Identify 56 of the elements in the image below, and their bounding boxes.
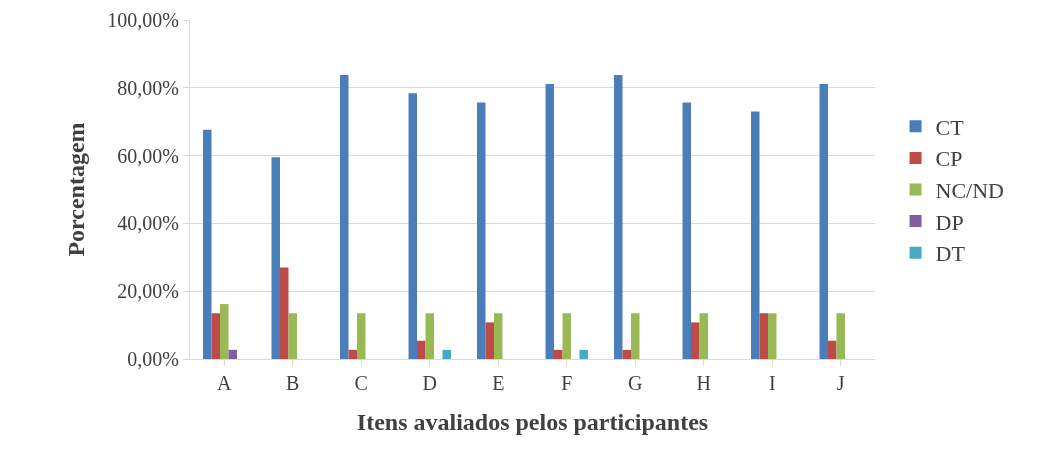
y-tick-label: 40,00% xyxy=(117,212,179,235)
x-tick-label: C xyxy=(354,372,368,394)
bar xyxy=(425,313,434,359)
bar xyxy=(494,313,503,359)
bar xyxy=(819,84,829,359)
x-tick-label: I xyxy=(768,372,776,394)
x-tick-label: D xyxy=(422,372,437,394)
bar xyxy=(836,313,845,359)
y-tick-label: 80,00% xyxy=(117,76,179,99)
bar xyxy=(751,111,760,359)
legend-label: NC/ND xyxy=(935,178,1004,204)
legend-label: CP xyxy=(935,146,963,172)
bar xyxy=(485,322,494,359)
bar xyxy=(554,349,563,359)
y-tick-label: 100,00% xyxy=(107,9,179,31)
bar xyxy=(280,267,289,359)
bar xyxy=(614,74,623,359)
bar xyxy=(417,340,426,359)
y-tick-label: 60,00% xyxy=(117,144,179,167)
bar xyxy=(828,340,837,359)
x-tick-label: F xyxy=(561,372,573,394)
x-axis-title: Itens avaliados pelos participantes xyxy=(356,409,709,436)
legend-label: DP xyxy=(935,209,964,235)
bar xyxy=(288,313,297,359)
bar xyxy=(622,349,631,359)
bar xyxy=(759,313,768,359)
bar xyxy=(211,313,220,359)
bar xyxy=(477,102,486,359)
bar xyxy=(545,84,555,359)
bar xyxy=(220,304,229,359)
x-tick-label: A xyxy=(217,372,233,394)
x-tick-label: B xyxy=(286,372,300,394)
x-tick-label: H xyxy=(696,372,711,394)
y-tick-label: 0,00% xyxy=(127,348,179,370)
legend-label: CT xyxy=(935,114,965,140)
y-axis-title: Porcentagem xyxy=(63,122,90,257)
bar xyxy=(271,157,281,359)
bar xyxy=(682,102,692,359)
bar xyxy=(562,313,571,359)
bar xyxy=(203,129,212,359)
x-tick-label: J xyxy=(836,372,845,394)
x-tick-label: E xyxy=(492,372,505,394)
bar xyxy=(357,313,366,359)
bar xyxy=(699,313,708,359)
y-tick-label: 20,00% xyxy=(117,280,179,303)
bar xyxy=(228,349,237,359)
bar xyxy=(579,349,588,359)
bar xyxy=(691,322,700,359)
bar xyxy=(340,74,349,359)
legend-label: DT xyxy=(935,241,966,267)
bar xyxy=(442,349,451,359)
bar xyxy=(408,93,418,359)
x-tick-label: G xyxy=(628,372,643,394)
bar xyxy=(768,313,777,359)
bar xyxy=(631,313,640,359)
bar xyxy=(348,349,357,359)
